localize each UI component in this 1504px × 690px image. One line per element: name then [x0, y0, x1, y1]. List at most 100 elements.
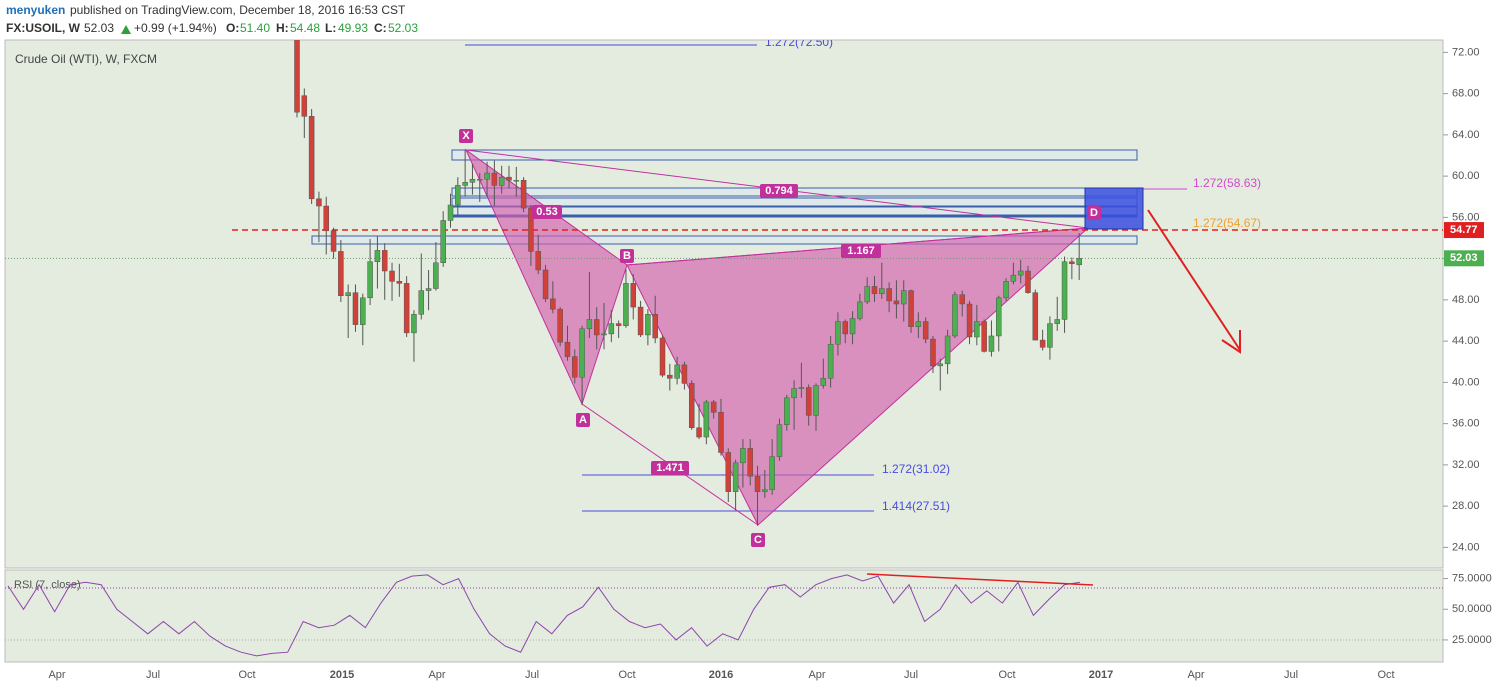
- candle-body: [776, 424, 783, 457]
- candle-body: [908, 290, 914, 327]
- candle-body: [871, 286, 878, 294]
- candle-body: [930, 338, 936, 367]
- candle-body: [732, 462, 739, 492]
- candle-body: [1054, 319, 1060, 324]
- x-tick-label: Jul: [904, 669, 918, 681]
- rsi-layer: [5, 573, 1443, 657]
- x-tick-label: Apr: [808, 669, 825, 681]
- open: 51.40: [240, 21, 270, 35]
- candle-body: [484, 172, 490, 180]
- candle-body: [893, 300, 900, 305]
- h-label: H:: [276, 21, 289, 35]
- candle-body: [389, 270, 395, 282]
- arrow-head: [1221, 330, 1241, 354]
- candle-body: [447, 204, 454, 221]
- price-tag-label: 52.03: [1450, 252, 1478, 264]
- candle-body: [572, 356, 578, 378]
- high: 54.48: [290, 21, 320, 35]
- chart-title: Crude Oil (WTI), W, FXCM: [15, 52, 157, 66]
- candle-body: [681, 364, 688, 384]
- ratio-label: 1.471: [656, 462, 684, 474]
- price-tag-label: 54.77: [1450, 224, 1478, 236]
- y-tick-label: 64.00: [1452, 129, 1480, 141]
- candle-body: [981, 321, 987, 352]
- candle-body: [864, 286, 870, 303]
- candle-body: [637, 306, 644, 336]
- candle-body: [966, 303, 973, 338]
- x-tick-label: Apr: [1187, 669, 1204, 681]
- candle-body: [1039, 339, 1046, 348]
- candle-body: [1061, 261, 1068, 320]
- x-tick-label: Oct: [618, 669, 635, 681]
- candle-body: [301, 95, 308, 117]
- ratio-label: C: [754, 534, 762, 546]
- candle-body: [630, 283, 637, 308]
- y-tick-label: 50.0000: [1452, 603, 1492, 615]
- candle-body: [396, 281, 403, 284]
- candle-body: [886, 288, 892, 302]
- fib-label: 1.272(72.50): [765, 35, 833, 49]
- candle-body: [477, 178, 483, 181]
- ratio-tag: [760, 184, 798, 198]
- candle-body: [857, 301, 863, 319]
- candle-body: [1010, 274, 1017, 282]
- candle-body: [667, 374, 673, 379]
- low: 49.93: [338, 21, 368, 35]
- candle-body: [1017, 270, 1024, 276]
- fib-zone: [311, 235, 1138, 245]
- rsi-divergence: [866, 573, 1094, 586]
- candle-body: [528, 207, 534, 252]
- fib-label: 1.414(27.51): [882, 499, 950, 513]
- candle-body: [1069, 261, 1075, 265]
- candle-body: [879, 288, 885, 294]
- ratio-tag: [576, 413, 590, 427]
- y-tick-label: 40.00: [1452, 376, 1480, 388]
- candle-body: [937, 363, 944, 367]
- price-tag: [1444, 222, 1484, 239]
- candle-body: [849, 318, 856, 335]
- candle-body: [798, 387, 805, 389]
- ratio-tag: [1087, 206, 1101, 220]
- published: published on TradingView.com, December 1…: [70, 3, 406, 17]
- candle-body: [403, 283, 410, 334]
- close: 52.03: [388, 21, 418, 35]
- candle-body: [952, 294, 958, 337]
- y-tick-label: 48.00: [1452, 294, 1480, 306]
- candle-body: [338, 251, 344, 296]
- candle-body: [754, 475, 761, 492]
- candle-body: [550, 298, 556, 310]
- ratio-tag: [459, 129, 473, 143]
- candle-body: [1047, 323, 1053, 348]
- ratio-label: A: [579, 414, 587, 426]
- ratio-tag: [841, 244, 881, 258]
- candle-body: [520, 180, 527, 209]
- candle-body: [294, 40, 300, 113]
- candle-body: [674, 364, 680, 379]
- author[interactable]: menyuken: [6, 3, 65, 17]
- candle-body: [1003, 281, 1009, 299]
- candle-body: [433, 262, 439, 289]
- rsi-pane: [4, 569, 1444, 663]
- candle-body: [535, 251, 541, 271]
- candle-body: [601, 333, 607, 336]
- candle-body: [652, 314, 658, 339]
- ratio-tag: [620, 249, 634, 263]
- ratio-tag: [532, 205, 562, 219]
- candle-body: [696, 427, 702, 438]
- candle-body: [740, 448, 746, 464]
- fib-label: 1.272(54.67): [1193, 216, 1261, 230]
- candle-body: [703, 401, 710, 438]
- x-tick-label: Apr: [48, 669, 65, 681]
- x-tick-label: 2016: [709, 669, 733, 681]
- fib-zone: [451, 197, 1138, 207]
- candle-body: [418, 290, 425, 315]
- l-label: L:: [325, 21, 336, 35]
- candle-body: [323, 205, 329, 232]
- candle-body: [425, 288, 432, 291]
- candle-body: [615, 323, 622, 326]
- x-tick-label: 2017: [1089, 669, 1113, 681]
- candle-body: [1025, 270, 1031, 293]
- y-tick-label: 56.00: [1452, 211, 1480, 223]
- ratio-tag: [751, 533, 765, 547]
- symbol: FX:USOIL, W: [6, 21, 81, 35]
